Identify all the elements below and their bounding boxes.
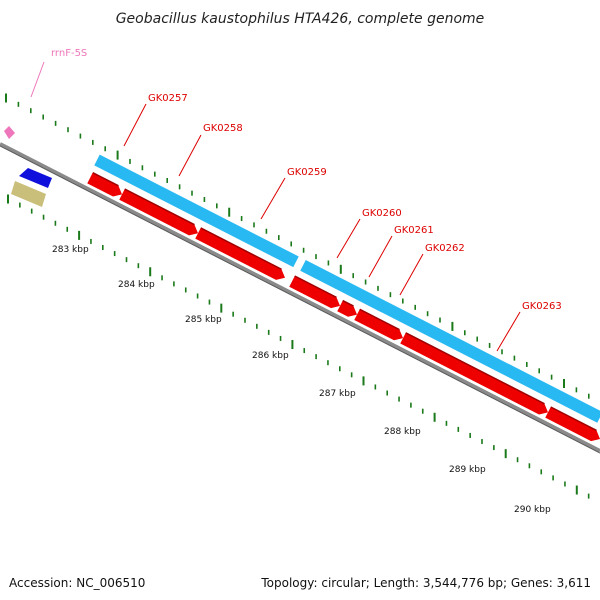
- rrna-label: rrnF-5S: [51, 48, 87, 59]
- kbp-label: 285 kbp: [185, 315, 222, 325]
- rrna-feature[interactable]: [4, 126, 15, 139]
- accession-label: Accession: NC_006510: [9, 576, 145, 590]
- gene-label-leader: [399, 253, 424, 296]
- kbp-label: 284 kbp: [118, 280, 155, 290]
- reverse-cds-gk0261-shape[interactable]: [337, 300, 357, 317]
- kbp-label: 290 kbp: [514, 505, 551, 515]
- genome-backbone: [0, 142, 600, 453]
- gene-label-leader: [336, 218, 361, 259]
- rrna-label-leader: [30, 61, 45, 98]
- map-title: Geobacillus kaustophilus HTA426, complet…: [116, 11, 485, 27]
- reverse-cds-gk0261[interactable]: [337, 299, 357, 317]
- gene-label-leader: [123, 103, 147, 147]
- forward-cds-gk0259-shape[interactable]: [94, 154, 299, 268]
- gene-label-leader: [368, 235, 393, 278]
- reverse-cds-gk0263[interactable]: [400, 332, 548, 415]
- reverse-cds-gk0261-edge: [342, 299, 354, 307]
- inner-tick-row: [7, 194, 590, 499]
- reverse-cds-gk0259[interactable]: [195, 227, 285, 280]
- reverse-cds-gk0264-edge: [550, 406, 597, 432]
- kbp-labels: 283 kbp 284 kbp 285 kbp 286 kbp 287 kbp 288 k…: [52, 245, 551, 515]
- gene-label[interactable]: GK0259: [287, 167, 327, 178]
- reverse-cds-gk0263-shape[interactable]: [400, 332, 548, 415]
- outer-tick-row: [5, 93, 590, 399]
- forward-cds-gk0260-63[interactable]: [300, 260, 600, 423]
- reverse-cds-gk0257-edge: [92, 171, 119, 187]
- reverse-cds-gk0260[interactable]: [289, 275, 340, 309]
- kbp-label: 286 kbp: [252, 351, 289, 361]
- gene-label-leader: [260, 177, 286, 220]
- gene-label-leader: [496, 311, 521, 352]
- reverse-cds-gk0257[interactable]: [87, 171, 122, 197]
- reverse-cds-gk0258-edge: [124, 188, 195, 226]
- reverse-cds-gk0262-edge: [359, 308, 400, 331]
- gene-label[interactable]: GK0260: [362, 208, 402, 219]
- reverse-cds-gk0263-edge: [405, 332, 545, 405]
- gene-label[interactable]: GK0261: [394, 225, 434, 236]
- topology-label: Topology: circular; Length: 3,544,776 bp…: [260, 576, 591, 590]
- khaki-feature[interactable]: [11, 181, 46, 207]
- forward-cds-gk0259[interactable]: [94, 154, 299, 268]
- gene-label[interactable]: GK0263: [522, 301, 562, 312]
- reverse-strand-track: [87, 171, 600, 442]
- reverse-cds-gk0264-shape[interactable]: [545, 407, 600, 442]
- reverse-cds-gk0264[interactable]: [545, 406, 600, 442]
- reverse-cds-gk0258[interactable]: [119, 188, 198, 236]
- reverse-cds-gk0262[interactable]: [354, 308, 403, 341]
- reverse-cds-gk0260-edge: [294, 275, 337, 299]
- reverse-cds-gk0262-shape[interactable]: [354, 309, 403, 341]
- genome-backbone-shadow: [0, 145, 600, 454]
- blue-gene-feature[interactable]: [19, 168, 52, 188]
- forward-cds-gk0260-63-shape[interactable]: [300, 260, 600, 423]
- gene-labels: GK0257 GK0258 GK0259 GK0260 GK0261 GK0262 GK02…: [123, 93, 562, 352]
- kbp-label: 283 kbp: [52, 245, 89, 255]
- gene-label[interactable]: GK0257: [148, 93, 188, 104]
- kbp-label: 288 kbp: [384, 427, 421, 437]
- reverse-cds-gk0259-shape[interactable]: [195, 227, 285, 280]
- gene-label-leader: [178, 134, 202, 177]
- gene-label[interactable]: GK0262: [425, 243, 465, 254]
- reverse-cds-gk0260-shape[interactable]: [289, 276, 340, 309]
- reverse-cds-gk0257-shape[interactable]: [87, 172, 122, 197]
- kbp-label: 289 kbp: [449, 465, 486, 475]
- gene-label[interactable]: GK0258: [203, 123, 243, 134]
- forward-strand-track: [94, 154, 600, 423]
- kbp-label: 287 kbp: [319, 389, 356, 399]
- reverse-cds-gk0259-edge: [200, 227, 282, 270]
- reverse-cds-gk0258-shape[interactable]: [119, 189, 198, 236]
